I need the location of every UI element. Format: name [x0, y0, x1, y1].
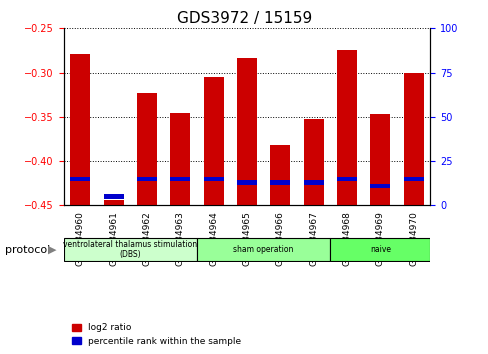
Bar [336, 50, 356, 205]
FancyBboxPatch shape [63, 239, 197, 261]
Bar [203, 77, 223, 205]
Text: protocol: protocol [5, 245, 50, 255]
Bar [336, 177, 356, 181]
FancyBboxPatch shape [329, 239, 429, 261]
Bar [270, 180, 290, 184]
Bar [203, 177, 223, 181]
Bar [369, 114, 389, 205]
Bar [237, 58, 256, 205]
Bar [137, 177, 157, 181]
Bar [137, 93, 157, 205]
Text: ventrolateral thalamus stimulation
(DBS): ventrolateral thalamus stimulation (DBS) [63, 240, 197, 259]
Bar [70, 54, 90, 205]
Legend: log2 ratio, percentile rank within the sample: log2 ratio, percentile rank within the s… [68, 320, 244, 349]
Bar [403, 73, 423, 205]
Text: naive: naive [369, 245, 390, 254]
Bar [103, 200, 123, 205]
Bar [270, 145, 290, 205]
Bar [103, 194, 123, 199]
Bar [403, 177, 423, 181]
Bar [170, 177, 190, 181]
Bar [70, 177, 90, 181]
Bar [369, 184, 389, 188]
Bar [170, 113, 190, 205]
FancyBboxPatch shape [197, 239, 329, 261]
Text: GDS3972 / 15159: GDS3972 / 15159 [177, 11, 311, 25]
Bar [303, 120, 323, 205]
Bar [303, 180, 323, 184]
Bar [237, 180, 256, 184]
Text: sham operation: sham operation [233, 245, 293, 254]
Text: ▶: ▶ [48, 245, 56, 255]
